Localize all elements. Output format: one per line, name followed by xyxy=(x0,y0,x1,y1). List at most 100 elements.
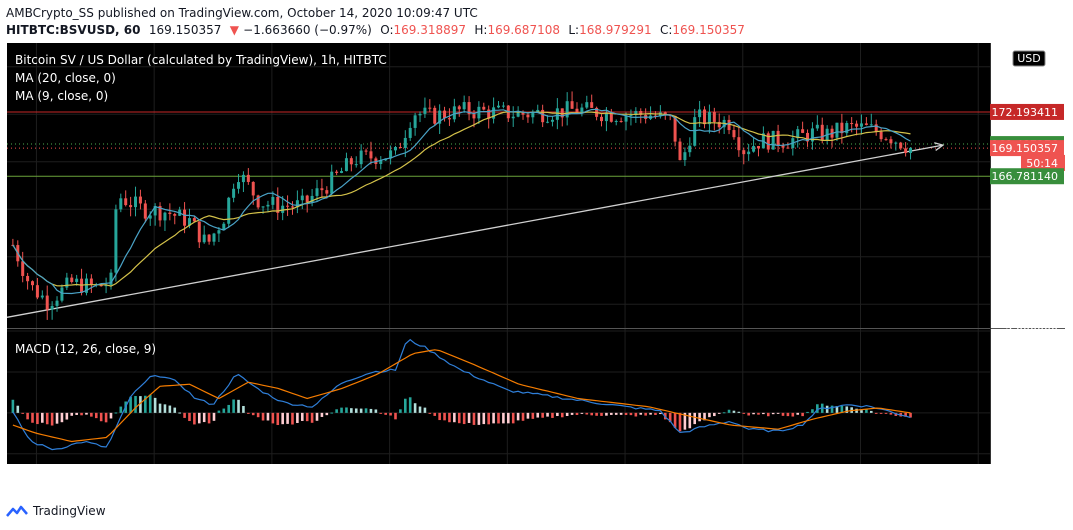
time-tick-label: 15 xyxy=(971,473,985,486)
candle-body xyxy=(281,205,285,213)
macd-histogram-bar xyxy=(546,412,549,417)
low-label: L: xyxy=(568,23,580,37)
candle-body xyxy=(330,171,334,194)
macd-histogram-bar xyxy=(619,412,623,415)
macd-histogram-bar xyxy=(865,409,868,413)
macd-histogram-bar xyxy=(541,412,544,418)
candle-body xyxy=(727,119,731,131)
candle-body xyxy=(497,105,500,108)
macd-histogram-bar xyxy=(791,412,795,417)
macd-line xyxy=(12,338,911,451)
macd-histogram-bar xyxy=(188,412,191,422)
macd-histogram-bar xyxy=(90,412,93,417)
candle-body xyxy=(756,146,760,149)
candle-body xyxy=(840,122,844,134)
macd-histogram-bar xyxy=(482,412,486,425)
currency-badge[interactable]: USD xyxy=(1012,50,1046,67)
macd-histogram-bar xyxy=(860,410,863,413)
candle-body xyxy=(55,300,59,306)
candle-body xyxy=(173,214,177,216)
macd-layer xyxy=(11,338,912,451)
candle-body xyxy=(266,204,270,207)
candle-body xyxy=(389,150,393,159)
candle-body xyxy=(565,101,569,118)
time-tick-label: 14 xyxy=(854,473,868,486)
candles-layer xyxy=(11,91,913,320)
candle-body xyxy=(246,174,250,182)
candle-body xyxy=(624,115,628,122)
candle-body xyxy=(850,123,854,125)
candle-body xyxy=(276,196,280,213)
macd-histogram-bar xyxy=(840,405,844,413)
candle-body xyxy=(168,212,172,215)
candle-body xyxy=(222,223,226,231)
candle-body xyxy=(580,107,584,114)
candle-body xyxy=(639,110,643,115)
ascending-trendline xyxy=(6,144,944,318)
open-value: 169.318897 xyxy=(393,23,467,37)
macd-histogram-bar xyxy=(786,412,790,417)
candle-body xyxy=(859,123,863,127)
candle-body xyxy=(806,132,810,142)
candle-body xyxy=(286,205,290,207)
tradingview-footer[interactable]: TradingView xyxy=(6,504,106,518)
time-tick-label: 11 xyxy=(500,473,514,486)
open-label: O: xyxy=(380,23,394,37)
macd-histogram-bar xyxy=(693,412,697,425)
macd-histogram-bar xyxy=(335,409,338,413)
macd-histogram-bar xyxy=(467,412,471,423)
macd-histogram-bar xyxy=(144,395,147,413)
candle-body xyxy=(869,124,873,126)
time-axis: 7 8 9 10 11 12 13 14 15 xyxy=(33,473,985,486)
candle-body xyxy=(104,284,108,287)
time-tick-label: 9 xyxy=(268,473,275,486)
macd-histogram-bar xyxy=(163,404,167,413)
macd-histogram-bar xyxy=(330,412,334,414)
macd-histogram-bar xyxy=(717,412,721,414)
macd-histogram-bar xyxy=(904,412,907,417)
candle-body xyxy=(658,112,662,117)
candle-body xyxy=(45,295,49,310)
close-label: C: xyxy=(659,23,673,37)
macd-histogram-bar xyxy=(207,412,211,424)
candle-body xyxy=(884,139,888,141)
macd-histogram-bar xyxy=(781,412,785,416)
macd-histogram-bar xyxy=(835,406,839,413)
candle-body xyxy=(707,111,711,125)
macd-histogram-bar xyxy=(472,412,476,425)
candle-body xyxy=(369,151,373,159)
candle-body xyxy=(158,206,162,221)
candle-body xyxy=(501,105,505,107)
down-arrow-icon: ▼ xyxy=(229,23,239,37)
candle-body xyxy=(65,277,69,288)
horizontal-levels xyxy=(7,111,990,177)
candle-body xyxy=(482,106,486,110)
moving-averages-layer xyxy=(12,108,911,295)
time-tick-label: 8 xyxy=(151,473,158,486)
candle-body xyxy=(21,261,25,276)
macd-histogram-bar xyxy=(389,412,392,416)
macd-histogram-bar xyxy=(109,412,113,419)
macd-histogram-bar xyxy=(766,412,770,417)
macd-histogram-bar xyxy=(413,403,417,413)
macd-histogram-bar xyxy=(659,412,662,415)
macd-histogram-bar xyxy=(433,412,437,416)
currency-label: USD xyxy=(1017,52,1041,65)
macd-histogram-bar xyxy=(379,412,383,414)
candle-body xyxy=(629,115,633,117)
macd-histogram-bar xyxy=(614,412,618,415)
candle-body xyxy=(786,147,790,149)
time-tick-label: 13 xyxy=(736,473,750,486)
candle-body xyxy=(217,230,221,234)
candle-body xyxy=(521,111,525,115)
candle-body xyxy=(452,106,456,120)
publisher-text: AMBCrypto_SS published on TradingView.co… xyxy=(6,6,478,20)
macd-histogram-bar xyxy=(80,412,83,416)
macd-histogram-bar xyxy=(45,412,49,425)
candle-body xyxy=(89,278,93,285)
macd-histogram-bar xyxy=(296,412,299,424)
macd-tick-label: 1.000000 xyxy=(1006,366,1059,379)
macd-histogram-bar xyxy=(21,412,24,414)
candle-body xyxy=(732,130,736,138)
